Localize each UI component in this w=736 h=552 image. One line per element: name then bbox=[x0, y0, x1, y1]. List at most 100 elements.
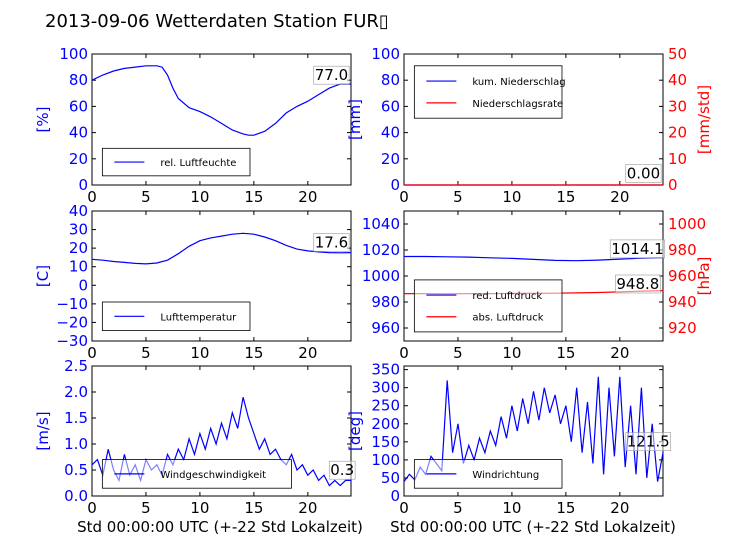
y2-tick-label: 50 bbox=[668, 45, 687, 63]
y-tick-label: 40 bbox=[69, 202, 88, 220]
legend-box bbox=[101, 147, 251, 177]
y-tick-label: 1.5 bbox=[64, 409, 88, 427]
legend-entry: Niederschlagsrate bbox=[472, 99, 563, 110]
y-tick-label: −10 bbox=[56, 295, 88, 313]
y-tick-label: 0 bbox=[78, 276, 88, 294]
series-line-rel-luftfeuchte bbox=[91, 65, 351, 136]
x-tick-label: 20 bbox=[298, 188, 317, 206]
legend: Windrichtung bbox=[413, 459, 563, 489]
x-tick-label: 0 bbox=[87, 344, 97, 362]
y2-tick-label: 10 bbox=[668, 150, 687, 168]
legend: kum. Niederschlag Niederschlagsrate bbox=[413, 65, 566, 119]
chart-panel-temperature: 0 5 10 15 20−30−20−10010203040[C]Lufttempera… bbox=[34, 202, 352, 362]
legend-entry: red. Luftdruck bbox=[472, 291, 542, 302]
x-tick-label: 10 bbox=[190, 188, 209, 206]
x-tick-label: 5 bbox=[141, 499, 151, 517]
x-tick-label: 0 bbox=[399, 188, 409, 206]
series-line-windrichtung bbox=[403, 376, 664, 482]
y-tick-label: 150 bbox=[371, 433, 400, 451]
y-tick-label: 1.0 bbox=[64, 435, 88, 453]
annotation-box bbox=[313, 233, 350, 252]
y-tick-label: 100 bbox=[371, 451, 400, 469]
x-tick-label: 10 bbox=[190, 499, 209, 517]
chart-panel-wind-direction: 0 5 10 15 20050100150200250300350[deg]Windri… bbox=[346, 361, 671, 517]
value-annotation: 77.0 bbox=[315, 66, 348, 84]
y-tick-label: 40 bbox=[69, 124, 88, 142]
annotation-box bbox=[625, 432, 671, 451]
x-tick-label: 15 bbox=[244, 188, 263, 206]
value-annotation: 17.6 bbox=[315, 233, 348, 251]
chart-panel-wind-speed: 0 5 10 15 20 0.0 0.5 1.0 1.5 2.0 2.5 [m/s] Windgesch… bbox=[34, 357, 356, 517]
y-axis-label: [deg] bbox=[346, 411, 364, 451]
y-tick-label: 300 bbox=[371, 379, 400, 397]
y2-tick-label: 20 bbox=[668, 124, 687, 142]
y-axis-label: [%] bbox=[34, 107, 52, 133]
x-tick-label: 15 bbox=[556, 344, 575, 362]
y-tick-label: 0.5 bbox=[64, 461, 88, 479]
value-annotation: 0.00 bbox=[627, 164, 660, 182]
x-tick-label: 0 bbox=[87, 499, 97, 517]
y-tick-label: 0 bbox=[390, 487, 400, 505]
legend-entry: kum. Niederschlag bbox=[472, 77, 565, 88]
y2-tick-label: 40 bbox=[668, 71, 687, 89]
y-tick-label: 40 bbox=[381, 124, 400, 142]
y-tick-label: 960 bbox=[371, 319, 400, 337]
y-tick-label: 60 bbox=[69, 97, 88, 115]
x-axis-label-left: Std 00:00:00 UTC (+-22 Std Lokalzeit) bbox=[77, 518, 363, 536]
y-tick-label: 0.0 bbox=[64, 487, 88, 505]
y2-tick-label: 960 bbox=[668, 267, 697, 285]
x-tick-label: 20 bbox=[298, 499, 317, 517]
x-tick-label: 15 bbox=[244, 499, 263, 517]
y2-tick-label: 980 bbox=[668, 241, 697, 259]
chart-panel-pressure: 0 5 10 15 2096098010001020104092094096098010… bbox=[362, 210, 713, 362]
y2-tick-label: 1000 bbox=[668, 215, 706, 233]
y-tick-label: 60 bbox=[381, 97, 400, 115]
value-annotation: 948.8 bbox=[616, 275, 659, 293]
legend: Lufttemperatur bbox=[101, 301, 251, 332]
legend-box bbox=[413, 279, 563, 333]
x-tick-label: 10 bbox=[502, 188, 521, 206]
y-tick-label: −20 bbox=[56, 313, 88, 331]
x-tick-label: 15 bbox=[556, 188, 575, 206]
x-tick-label: 5 bbox=[453, 499, 463, 517]
legend-entry: Windgeschwindigkeit bbox=[160, 470, 266, 481]
chart-panel-humidity: 0 5 10 15 20 0 20 40 60 80 100 [%] rel. Luftfeuchte 7… bbox=[34, 45, 352, 206]
y-tick-label: 10 bbox=[69, 258, 88, 276]
y2-tick-label: 920 bbox=[668, 319, 697, 337]
y-axis-label: [mm] bbox=[346, 99, 364, 140]
y-tick-label: 0 bbox=[390, 176, 400, 194]
x-tick-label: 15 bbox=[556, 499, 575, 517]
y-tick-label: 20 bbox=[69, 239, 88, 257]
y-tick-label: 980 bbox=[371, 293, 400, 311]
y-tick-label: 20 bbox=[381, 150, 400, 168]
chart-panel-precipitation: 0 5 10 15 20 0 20 40 60 80 100 0 10 20 30 40 50 [mm] [mm/s… bbox=[346, 45, 713, 206]
legend: Windgeschwindigkeit bbox=[101, 459, 292, 489]
annotation-box bbox=[625, 164, 662, 183]
x-axis-label-right: Std 00:00:00 UTC (+-22 Std Lokalzeit) bbox=[390, 518, 676, 536]
y2-tick-label: 940 bbox=[668, 293, 697, 311]
x-tick-label: 10 bbox=[502, 344, 521, 362]
annotation-box bbox=[313, 65, 350, 85]
annotation-box bbox=[328, 460, 356, 480]
x-tick-label: 20 bbox=[610, 499, 629, 517]
y-tick-label: 100 bbox=[59, 45, 88, 63]
y-tick-label: 1020 bbox=[362, 241, 400, 259]
y-tick-label: 200 bbox=[371, 415, 400, 433]
y-axis-label: [m/s] bbox=[34, 411, 52, 450]
x-tick-label: 0 bbox=[87, 188, 97, 206]
x-tick-label: 10 bbox=[502, 499, 521, 517]
value-annotation: 1014.1 bbox=[611, 240, 664, 258]
y2-tick-label: 30 bbox=[668, 97, 687, 115]
x-tick-label: 15 bbox=[244, 344, 263, 362]
legend: rel. Luftfeuchte bbox=[101, 147, 251, 177]
y-tick-label: 20 bbox=[69, 150, 88, 168]
annotation-box bbox=[609, 239, 666, 259]
legend: red. Luftdruck abs. Luftdruck bbox=[413, 279, 563, 333]
y-tick-label: 100 bbox=[371, 45, 400, 63]
y-tick-label: 80 bbox=[381, 71, 400, 89]
legend-entry: rel. Luftfeuchte bbox=[160, 158, 236, 169]
y-axis-label: [C] bbox=[34, 265, 52, 287]
legend-entry: Lufttemperatur bbox=[160, 312, 237, 323]
x-tick-label: 5 bbox=[453, 188, 463, 206]
